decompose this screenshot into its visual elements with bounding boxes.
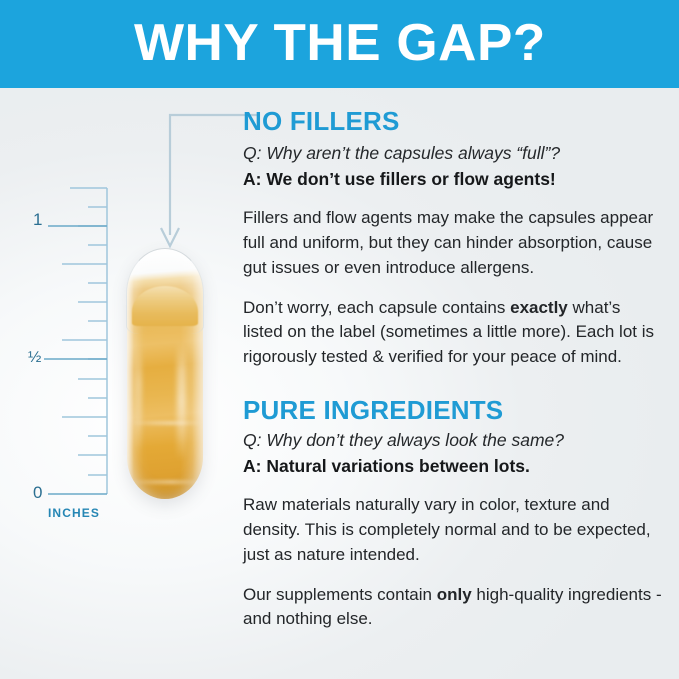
capsule-highlight-band-2 xyxy=(130,480,200,484)
capsule-gloss-highlight xyxy=(177,341,186,461)
question-no-fillers: Q: Why aren’t the capsules always “full”… xyxy=(243,143,561,164)
ruler-tick-label-half: ½ xyxy=(28,349,42,366)
product-visual-panel: 1 ½ 0 INCHES xyxy=(0,88,235,679)
page-title: WHY THE GAP? xyxy=(133,13,546,72)
paragraph-pure-2: Our supplements contain only high-qualit… xyxy=(243,584,662,629)
capsule-highlight-band-1 xyxy=(130,421,200,425)
ruler-tick-label-0: 0 xyxy=(33,483,43,502)
header-banner: WHY THE GAP? xyxy=(0,0,679,88)
section-heading-no-fillers: NO FILLERS xyxy=(243,106,400,136)
capsule-image xyxy=(126,248,204,499)
paragraph-fillers-2: Don’t worry, each capsule contains exact… xyxy=(243,297,655,367)
paragraph-pure-1: Raw materials naturally vary in color, t… xyxy=(243,495,651,564)
section-no-fillers: NO FILLERS Q: Why aren’t the capsules al… xyxy=(243,106,663,370)
content-column: NO FILLERS Q: Why aren’t the capsules al… xyxy=(243,106,663,632)
question-pure-ingredients: Q: Why don’t they always look the same? xyxy=(243,430,564,451)
paragraph-fillers-1: Fillers and flow agents may make the cap… xyxy=(243,208,654,277)
answer-pure-ingredients: A: Natural variations between lots. xyxy=(243,455,530,476)
section-heading-pure-ingredients: PURE INGREDIENTS xyxy=(243,395,504,426)
capsule-gloss-highlight-left xyxy=(136,345,142,455)
ruler-tick-label-1: 1 xyxy=(33,210,43,229)
capsule-clear-cap xyxy=(126,248,204,334)
section-pure-ingredients: PURE INGREDIENTS Q: Why don’t they alway… xyxy=(243,395,663,632)
ruler-unit-label: INCHES xyxy=(48,506,100,520)
pointer-arrow-icon xyxy=(160,113,258,249)
answer-no-fillers: A: We don’t use fillers or flow agents! xyxy=(243,168,556,189)
